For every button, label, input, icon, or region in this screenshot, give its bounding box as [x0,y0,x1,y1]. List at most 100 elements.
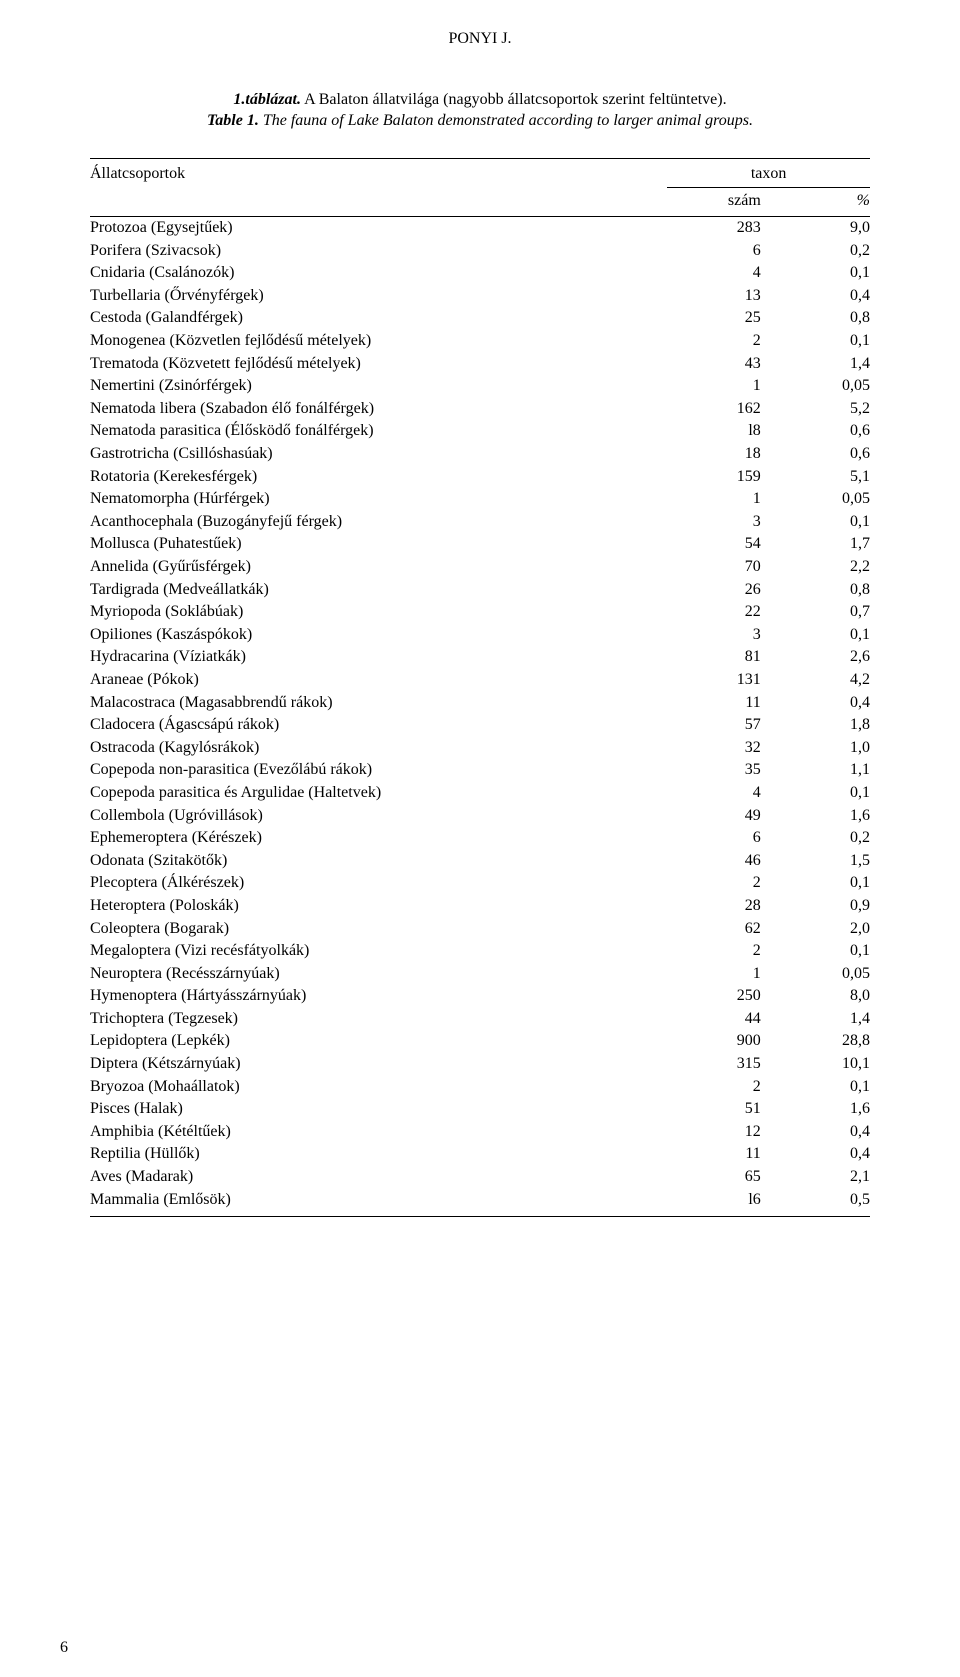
taxon-percent: 0,6 [761,443,870,466]
table-row: Lepidoptera (Lepkék)90028,8 [90,1030,870,1053]
num-header: szám [667,187,761,216]
taxon-count: 3 [667,623,761,646]
caption-line-1: 1.táblázat. A Balaton állatvilága (nagyo… [90,90,870,111]
taxon-name: Trematoda (Közvetett fejlődésű mételyek) [90,352,667,375]
taxon-name: Araneae (Pókok) [90,668,667,691]
taxon-name: Nematoda libera (Szabadon élő fonálférge… [90,397,667,420]
taxon-count: 2 [667,940,761,963]
taxon-percent: 0,4 [761,1120,870,1143]
taxon-count: 1 [667,375,761,398]
taxon-count: 65 [667,1166,761,1189]
taxon-count: 51 [667,1098,761,1121]
taxon-count: l8 [667,420,761,443]
taxon-count: 81 [667,646,761,669]
taxon-percent: 1,1 [761,759,870,782]
taxon-name: Turbellaria (Őrvényférgek) [90,284,667,307]
table-caption: 1.táblázat. A Balaton állatvilága (nagyo… [90,90,870,132]
table-row: Protozoa (Egysejtűek)2839,0 [90,216,870,239]
taxon-name: Hydracarina (Víziatkák) [90,646,667,669]
table-row: Diptera (Kétszárnyúak)31510,1 [90,1053,870,1076]
taxon-count: 162 [667,397,761,420]
taxon-name: Nemertini (Zsinórférgek) [90,375,667,398]
taxon-count: 11 [667,1143,761,1166]
taxon-count: 49 [667,804,761,827]
taxon-name: Diptera (Kétszárnyúak) [90,1053,667,1076]
table-row: Cnidaria (Csalánozók)40,1 [90,262,870,285]
taxon-name: Malacostraca (Magasabbrendű rákok) [90,691,667,714]
taxon-percent: 5,2 [761,397,870,420]
taxon-name: Nematoda parasitica (Élősködő fonálférge… [90,420,667,443]
taxon-percent: 2,0 [761,917,870,940]
taxon-percent: 0,1 [761,940,870,963]
taxon-name: Porifera (Szivacsok) [90,239,667,262]
table-row: Tardigrada (Medveállatkák)260,8 [90,578,870,601]
table-row: Ephemeroptera (Kérészek)60,2 [90,827,870,850]
table-row: Nemertini (Zsinórférgek)10,05 [90,375,870,398]
taxon-name: Hymenoptera (Hártyásszárnyúak) [90,985,667,1008]
table-row: Cestoda (Galandférgek)250,8 [90,307,870,330]
table-row: Bryozoa (Mohaállatok)20,1 [90,1075,870,1098]
table-row: Hymenoptera (Hártyásszárnyúak)2508,0 [90,985,870,1008]
taxon-count: 62 [667,917,761,940]
taxon-percent: 1,6 [761,1098,870,1121]
table-row: Turbellaria (Őrvényférgek)130,4 [90,284,870,307]
caption-rest-1: A Balaton állatvilága (nagyobb állatcsop… [301,91,727,108]
taxon-percent: 5,1 [761,465,870,488]
taxon-percent: 0,1 [761,1075,870,1098]
taxon-percent: 8,0 [761,985,870,1008]
taxon-name: Opiliones (Kaszáspókok) [90,623,667,646]
taxon-count: 46 [667,849,761,872]
taxon-name: Amphibia (Kétéltűek) [90,1120,667,1143]
taxon-name: Nematomorpha (Húrférgek) [90,488,667,511]
taxon-count: 43 [667,352,761,375]
taxon-name: Copepoda parasitica és Argulidae (Haltet… [90,781,667,804]
taxon-name: Coleoptera (Bogarak) [90,917,667,940]
taxon-count: 2 [667,872,761,895]
taxon-name: Plecoptera (Álkérészek) [90,872,667,895]
taxon-percent: 0,1 [761,510,870,533]
taxon-percent: 1,8 [761,714,870,737]
table-row: Nematomorpha (Húrférgek)10,05 [90,488,870,511]
taxon-count: 54 [667,533,761,556]
taxon-percent: 1,5 [761,849,870,872]
empty-header [90,187,667,216]
table-row: Porifera (Szivacsok)60,2 [90,239,870,262]
taxon-name: Mollusca (Puhatestűek) [90,533,667,556]
taxon-name: Tardigrada (Medveállatkák) [90,578,667,601]
table-row: Coleoptera (Bogarak)622,0 [90,917,870,940]
table-row: Mammalia (Emlősök)l60,5 [90,1188,870,1217]
table-row: Collembola (Ugróvillások)491,6 [90,804,870,827]
table-row: Copepoda parasitica és Argulidae (Haltet… [90,781,870,804]
caption-rest-2: The fauna of Lake Balaton demonstrated a… [259,112,753,129]
table-row: Hydracarina (Víziatkák)812,6 [90,646,870,669]
table-row: Rotatoria (Kerekesférgek)1595,1 [90,465,870,488]
caption-bold-1: 1.táblázat. [233,91,301,108]
taxon-name: Gastrotricha (Csillóshasúak) [90,443,667,466]
taxon-percent: 0,2 [761,827,870,850]
table-row: Nematoda libera (Szabadon élő fonálférge… [90,397,870,420]
taxon-count: 25 [667,307,761,330]
taxon-count: 4 [667,781,761,804]
caption-line-2: Table 1. The fauna of Lake Balaton demon… [90,111,870,132]
taxon-count: 35 [667,759,761,782]
table-row: Heteroptera (Poloskák)280,9 [90,894,870,917]
taxon-percent: 0,05 [761,488,870,511]
taxon-name: Cladocera (Ágascsápú rákok) [90,714,667,737]
taxon-name: Protozoa (Egysejtűek) [90,216,667,239]
taxon-percent: 0,05 [761,375,870,398]
taxon-name: Aves (Madarak) [90,1166,667,1189]
taxon-count: 44 [667,1007,761,1030]
taxon-name: Heteroptera (Poloskák) [90,894,667,917]
taxon-name: Myriopoda (Soklábúak) [90,601,667,624]
page-header: PONYI J. [90,30,870,48]
taxon-name: Cestoda (Galandférgek) [90,307,667,330]
taxon-percent: 28,8 [761,1030,870,1053]
table-row: Annelida (Gyűrűsférgek)702,2 [90,556,870,579]
taxon-name: Bryozoa (Mohaállatok) [90,1075,667,1098]
table-row: Pisces (Halak)511,6 [90,1098,870,1121]
taxon-name: Collembola (Ugróvillások) [90,804,667,827]
table-row: Trematoda (Közvetett fejlődésű mételyek)… [90,352,870,375]
taxon-name: Neuroptera (Recésszárnyúak) [90,962,667,985]
caption-bold-2: Table 1. [207,112,259,129]
pct-header: % [761,187,870,216]
